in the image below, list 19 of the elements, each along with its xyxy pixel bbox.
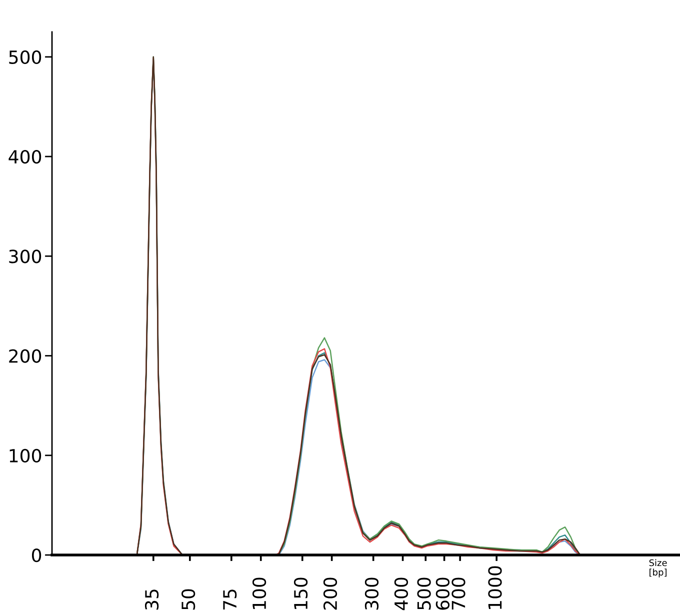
x-tick-label: 500 xyxy=(417,578,431,610)
y-tick-label: 200 xyxy=(9,349,42,363)
x-tick-label: 200 xyxy=(323,578,338,610)
y-tick-label: 0 xyxy=(32,548,42,562)
y-tick-label: 100 xyxy=(10,448,42,462)
x-tick-label: 300 xyxy=(364,578,379,610)
x-tick-label: 400 xyxy=(394,578,408,610)
x-axis-title: Size [bp] xyxy=(649,559,667,578)
x-tick-label: 100 xyxy=(252,578,266,609)
x-tick-label: 600 xyxy=(436,578,450,610)
x-tick-label: 35 xyxy=(144,590,159,610)
x-tick-label: 1000 xyxy=(488,566,502,609)
y-tick-label: 300 xyxy=(9,250,42,264)
x-tick-label: 150 xyxy=(294,578,308,609)
y-tick-label: 500 xyxy=(9,50,42,64)
y-tick-label: 400 xyxy=(8,150,42,164)
x-tick-label: 50 xyxy=(181,589,196,610)
x-tick-label: 700 xyxy=(452,578,466,610)
x-tick-label: 75 xyxy=(223,590,237,610)
